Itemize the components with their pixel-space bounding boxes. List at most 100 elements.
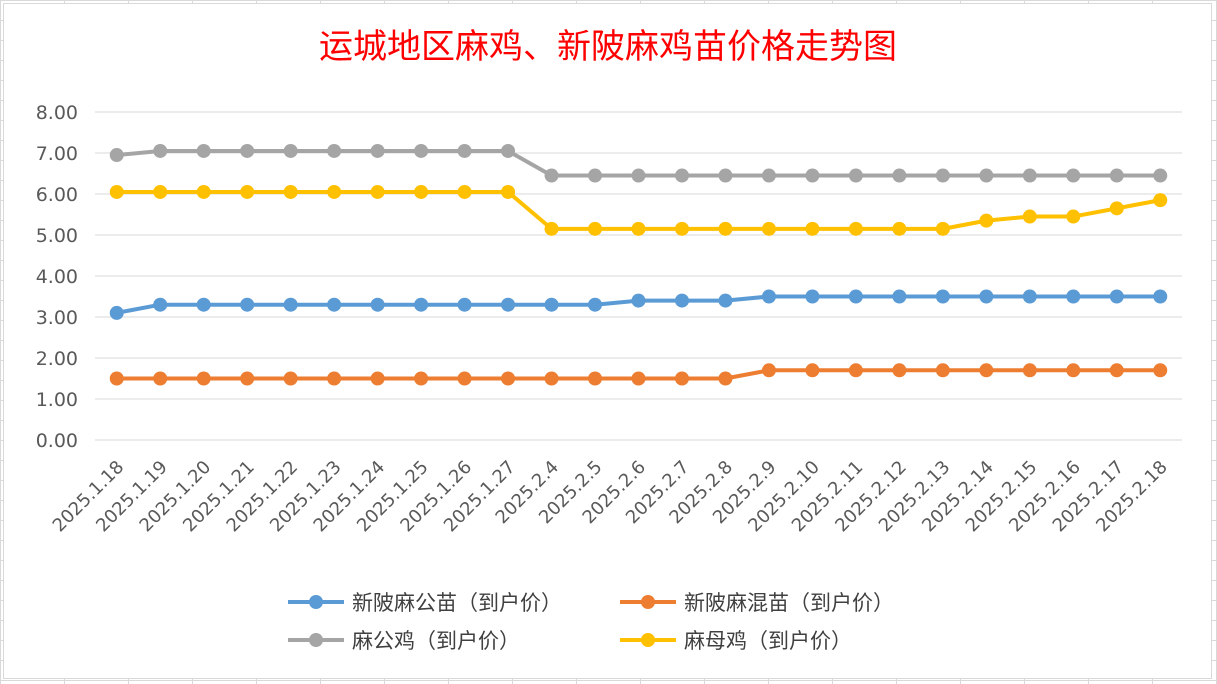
data-point (1153, 363, 1168, 378)
data-point (414, 297, 429, 312)
data-point (501, 371, 516, 386)
data-point (240, 371, 255, 386)
data-point (805, 289, 820, 304)
data-point (718, 293, 733, 308)
data-point (283, 297, 298, 312)
y-tick-label: 0.00 (36, 430, 78, 452)
data-point (1066, 209, 1081, 224)
data-point (1109, 363, 1124, 378)
data-point (674, 371, 689, 386)
data-point (283, 371, 298, 386)
data-point (370, 143, 385, 158)
data-point (327, 297, 342, 312)
y-tick-label: 7.00 (36, 143, 78, 165)
data-point (196, 371, 211, 386)
legend-item: 新陂麻混苗（到户价） (620, 591, 894, 615)
legend-item: 麻公鸡（到户价） (288, 629, 520, 653)
data-point (979, 168, 994, 183)
data-point (196, 143, 211, 158)
data-point (414, 371, 429, 386)
series-3 (109, 184, 1168, 236)
data-point (935, 221, 950, 236)
y-tick-label: 1.00 (36, 389, 78, 411)
data-point (327, 371, 342, 386)
data-point (674, 221, 689, 236)
data-point (240, 143, 255, 158)
data-point (501, 297, 516, 312)
data-point (196, 297, 211, 312)
data-point (631, 221, 646, 236)
data-point (1066, 289, 1081, 304)
data-point (588, 168, 603, 183)
data-point (370, 371, 385, 386)
y-axis-ticks: 0.00 1.00 2.00 3.00 4.00 5.00 6.00 7.00 8.00 (36, 102, 78, 452)
data-point (370, 184, 385, 199)
data-point (1066, 363, 1081, 378)
data-point (674, 168, 689, 183)
data-point (588, 371, 603, 386)
data-point (935, 363, 950, 378)
data-point (1022, 168, 1037, 183)
data-point (718, 168, 733, 183)
data-point (761, 289, 776, 304)
data-point (892, 168, 907, 183)
data-point (979, 289, 994, 304)
series-0 (109, 289, 1168, 320)
data-point (935, 168, 950, 183)
legend: 新陂麻公苗（到户价） 新陂麻混苗（到户价） 麻公鸡（到户价） 麻母鸡（到户价） (288, 591, 894, 653)
gridlines (95, 111, 1182, 441)
data-point (805, 168, 820, 183)
data-point (283, 143, 298, 158)
legend-label: 新陂麻混苗（到户价） (684, 591, 894, 615)
data-point (631, 293, 646, 308)
data-point (109, 305, 124, 320)
data-point (588, 221, 603, 236)
data-point (1109, 289, 1124, 304)
data-point (979, 363, 994, 378)
data-point (1022, 209, 1037, 224)
data-point (1153, 168, 1168, 183)
data-point (240, 184, 255, 199)
legend-label: 麻母鸡（到户价） (684, 629, 852, 653)
legend-marker (309, 633, 323, 647)
data-point (718, 221, 733, 236)
data-point (718, 371, 733, 386)
y-tick-label: 4.00 (36, 266, 78, 288)
data-point (370, 297, 385, 312)
data-point (805, 363, 820, 378)
data-point (544, 168, 559, 183)
data-point (544, 221, 559, 236)
data-point (761, 221, 776, 236)
x-axis-ticks: 2025.1.182025.1.192025.1.202025.1.212025… (49, 457, 1172, 537)
y-tick-label: 6.00 (36, 184, 78, 206)
data-point (501, 143, 516, 158)
data-point (153, 371, 168, 386)
y-tick-label: 8.00 (36, 102, 78, 124)
legend-label: 麻公鸡（到户价） (352, 629, 520, 653)
chart-title: 运城地区麻鸡、新陂麻鸡苗价格走势图 (319, 27, 897, 67)
data-point (848, 168, 863, 183)
chart-area[interactable] (3, 3, 1212, 679)
data-point (1066, 168, 1081, 183)
data-point (1109, 168, 1124, 183)
legend-label: 新陂麻公苗（到户价） (352, 591, 562, 615)
data-point (457, 143, 472, 158)
data-point (457, 297, 472, 312)
y-tick-label: 2.00 (36, 348, 78, 370)
data-point (109, 148, 124, 163)
data-point (283, 184, 298, 199)
data-point (327, 184, 342, 199)
data-point (761, 168, 776, 183)
data-point (1022, 363, 1037, 378)
legend-marker (641, 633, 655, 647)
data-point (544, 371, 559, 386)
data-point (1153, 193, 1168, 208)
legend-item: 新陂麻公苗（到户价） (288, 591, 562, 615)
data-point (1153, 289, 1168, 304)
series-lines (109, 143, 1168, 386)
data-point (196, 184, 211, 199)
data-point (1109, 201, 1124, 216)
data-point (631, 371, 646, 386)
data-point (414, 184, 429, 199)
